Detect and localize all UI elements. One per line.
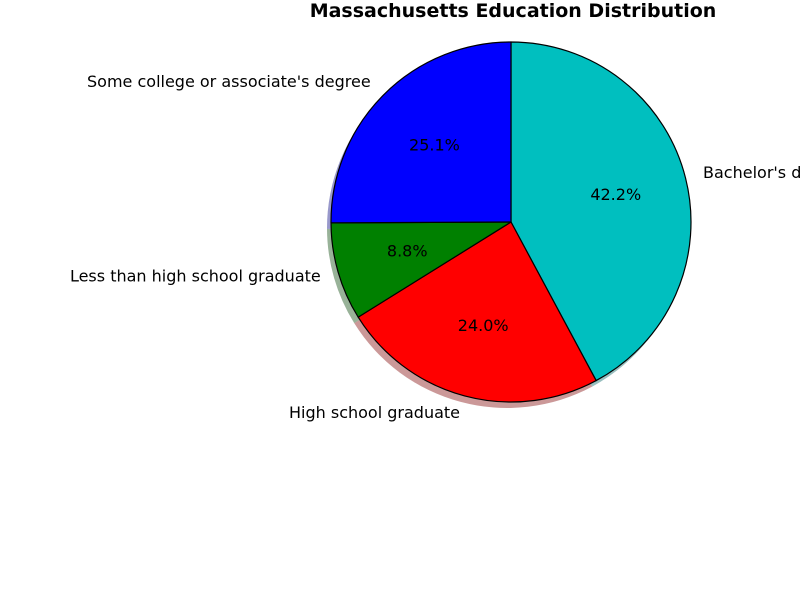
slice-percent-high-school-graduate: 24.0% [458,316,509,335]
pie-labels: Bachelor's degree or higher 42.2% High sch… [70,72,800,422]
slice-label-high-school-graduate: High school graduate [289,403,460,422]
chart-title: Massachusetts Education Distribution [310,0,717,22]
slice-percent-some-college-or-associate-s-degree: 25.1% [409,135,460,154]
slice-label-bachelor-s-degree-or-higher: Bachelor's degree or higher [703,163,800,182]
slice-some-college-or-associate-s-degree [330,41,512,224]
pie-slices [330,41,692,403]
slice-less-than-high-school-graduate [330,221,512,318]
slice-percent-less-than-high-school-graduate: 8.8% [387,241,428,260]
slice-percent-bachelor-s-degree-or-higher: 42.2% [590,185,641,204]
slice-label-less-than-high-school-graduate: Less than high school graduate [70,266,321,285]
slice-high-school-graduate [357,221,597,403]
slice-label-some-college-or-associate-s-degree: Some college or associate's degree [87,72,371,91]
slice-bachelor-s-degree-or-higher [510,41,692,382]
